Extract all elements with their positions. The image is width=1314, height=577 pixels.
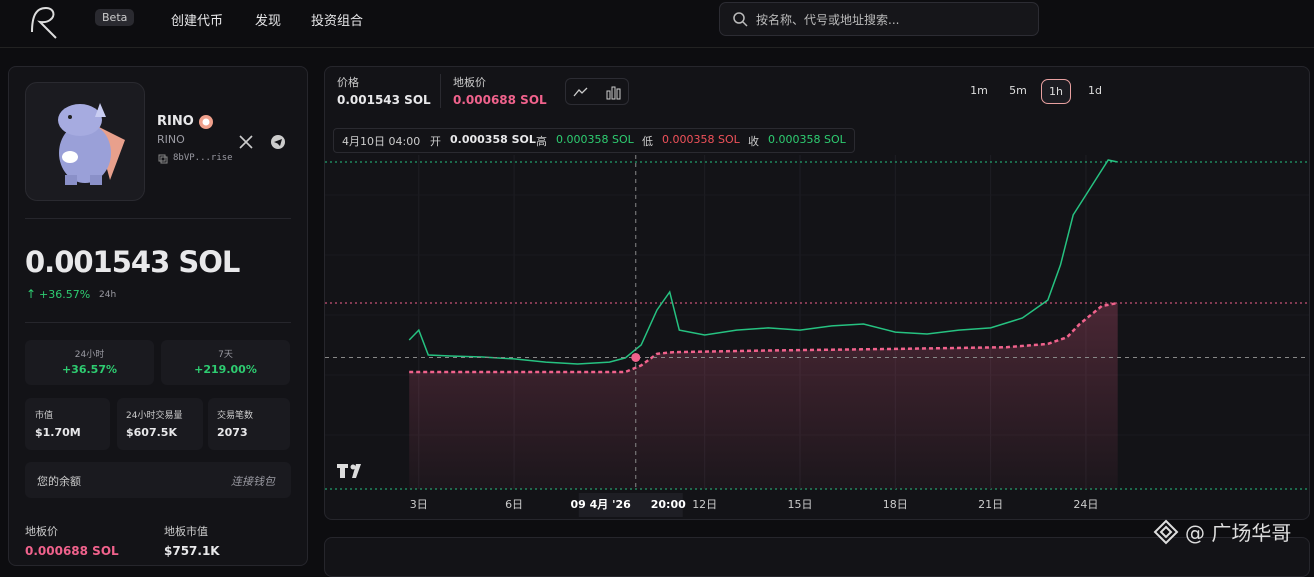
price-chart: 3日 6日 12日 15日 18日 21日 24日 09 4月 '26 20:00 <box>325 155 1309 517</box>
metric-value: 2073 <box>217 426 248 439</box>
telegram-icon[interactable] <box>271 135 285 149</box>
search-icon <box>733 12 748 27</box>
nav-link[interactable]: 投资组合 <box>311 14 364 29</box>
floor-value: $757.1K <box>164 544 220 558</box>
copy-icon[interactable] <box>158 154 168 164</box>
divider <box>440 74 441 108</box>
chart-type-toggle[interactable] <box>565 78 629 105</box>
token-price: 0.001543 SOL <box>25 245 240 279</box>
x-tick-label: 21日 <box>978 498 1003 511</box>
stat-box <box>161 340 290 385</box>
watermark-icon <box>1153 519 1179 545</box>
search-box[interactable] <box>719 2 1039 36</box>
ohlc-value: 0.000358 SOL <box>556 133 634 146</box>
interval-button[interactable]: 1m <box>970 84 988 97</box>
x-icon[interactable] <box>239 135 253 149</box>
metric-box <box>208 398 290 450</box>
metric-box <box>25 398 110 450</box>
watermark: @ 广场华哥 <box>1185 521 1292 545</box>
ohlc-label: 收 <box>748 135 759 148</box>
x-tick-label: 24日 <box>1073 498 1098 511</box>
connect-wallet[interactable]: 连接钱包 <box>231 475 275 488</box>
stat-box <box>25 340 154 385</box>
stat-value: +36.57% <box>61 363 118 376</box>
ohlc-date: 4月10日 04:00 <box>342 135 421 148</box>
metric-label: 交易笔数 <box>217 411 254 421</box>
ohlc-value: 0.000358 SOL <box>662 133 740 146</box>
floor-label: 地板市值 <box>164 525 208 538</box>
balance-box <box>25 462 291 498</box>
metric-label: 24小时交易量 <box>126 411 183 421</box>
x-tick-label: 15日 <box>788 498 813 511</box>
divider <box>25 322 291 323</box>
x-tick-label: 18日 <box>883 498 908 511</box>
change-period: 24h <box>99 290 117 300</box>
stat-value: +219.00% <box>194 363 257 376</box>
metric-label: 市值 <box>35 411 54 421</box>
crosshair-dot <box>631 352 641 362</box>
beta-badge: Beta <box>95 9 135 26</box>
ohlc-value: 0.000358 SOL <box>450 133 536 146</box>
crosshair-time: 20:00 <box>651 498 686 511</box>
token-name: RINO <box>157 114 194 129</box>
crosshair-date: 09 4月 '26 <box>570 498 631 511</box>
metric-value: $1.70M <box>35 426 81 439</box>
metric-box <box>117 398 203 450</box>
x-tick-label: 3日 <box>410 498 428 511</box>
price-line <box>408 159 1118 365</box>
token-symbol: RINO <box>157 133 185 146</box>
price-value: 0.001543 SOL <box>337 93 431 107</box>
x-tick-label: 12日 <box>692 498 717 511</box>
floor-label: 地板价 <box>25 525 58 538</box>
verified-badge <box>199 115 213 129</box>
ohlc-label: 开 <box>430 135 441 148</box>
divider <box>25 218 291 219</box>
logo[interactable] <box>28 2 62 40</box>
crosshair-label-bg <box>578 493 683 517</box>
price-label: 价格 <box>337 76 359 89</box>
interval-button[interactable]: 5m <box>1009 84 1027 97</box>
ohlc-value: 0.000358 SOL <box>768 133 846 146</box>
arrow-up: ↑ <box>26 287 37 301</box>
balance-label: 您的余额 <box>37 475 81 488</box>
token-change: +36.57% <box>39 288 91 301</box>
nav-link[interactable]: 发现 <box>255 14 282 29</box>
stat-label: 7天 <box>218 350 233 360</box>
floor-value: 0.000688 SOL <box>453 93 547 107</box>
token-address[interactable]: 8bVP...rise <box>173 153 233 163</box>
ohlc-label: 高 <box>536 135 547 148</box>
interval-button[interactable]: 1d <box>1088 84 1102 97</box>
floor-value: 0.000688 SOL <box>25 544 119 558</box>
floor-area <box>409 303 1118 489</box>
stat-label: 24小时 <box>74 350 105 360</box>
chart-type-icons[interactable] <box>572 84 622 100</box>
ohlc-bar <box>333 128 855 153</box>
rhino-art <box>58 103 125 185</box>
nav-link[interactable]: 创建代币 <box>171 14 224 29</box>
header-bar <box>0 0 1314 48</box>
ohlc-label: 低 <box>642 135 653 148</box>
floor-label: 地板价 <box>453 76 486 89</box>
search-placeholder: 按名称、代号或地址搜索... <box>756 13 900 27</box>
metric-value: $607.5K <box>126 426 177 439</box>
x-tick-label: 6日 <box>505 498 523 511</box>
tradingview-logo <box>337 464 361 478</box>
floor-line <box>409 301 1118 374</box>
interval-button[interactable]: 1h <box>1041 79 1071 104</box>
